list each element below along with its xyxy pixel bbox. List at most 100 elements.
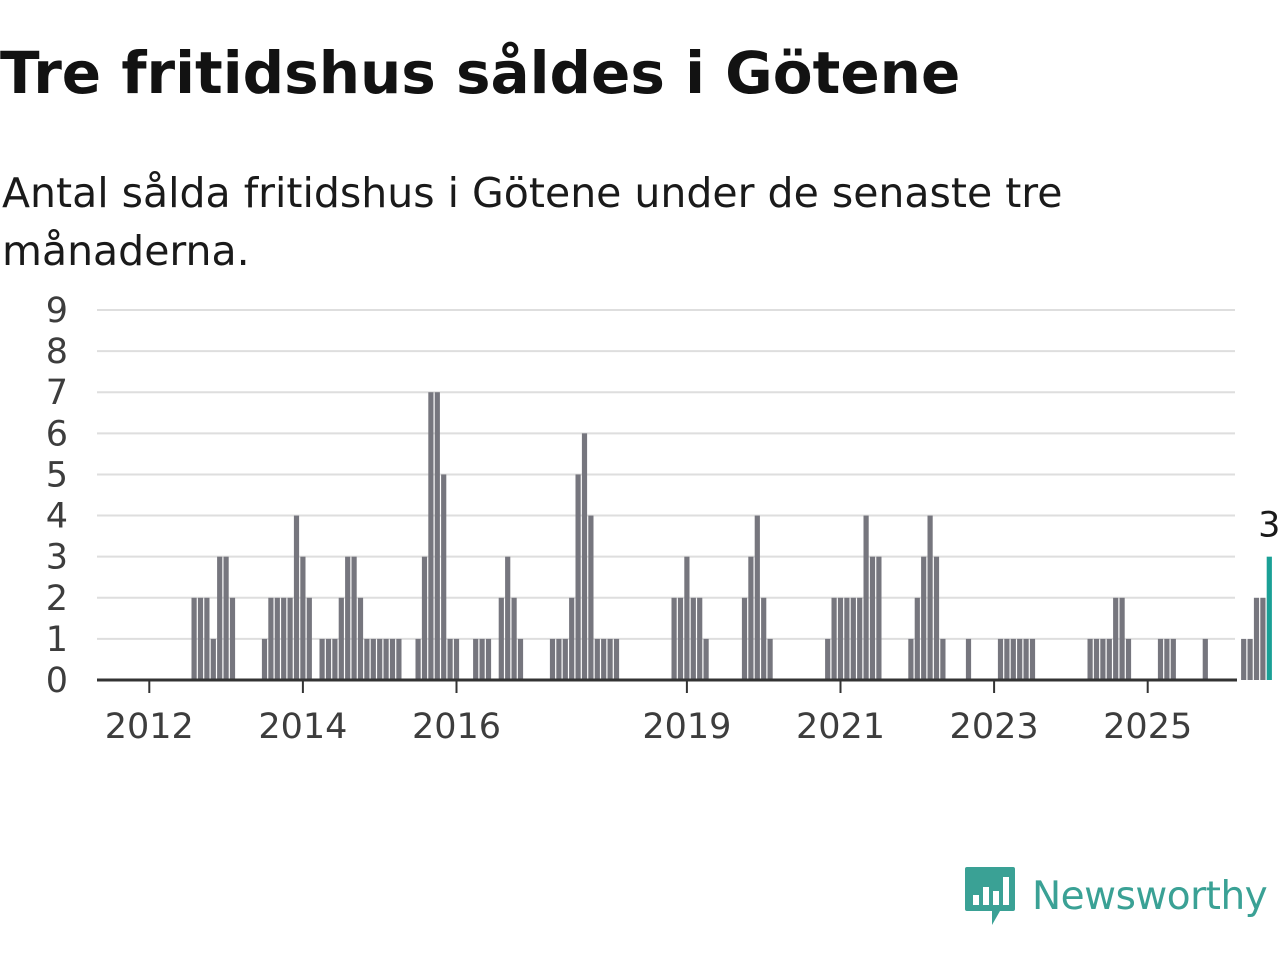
bar xyxy=(1010,638,1016,680)
bar xyxy=(1119,597,1125,680)
bar xyxy=(1164,638,1170,680)
x-tick-label: 2012 xyxy=(105,707,194,747)
bar xyxy=(332,638,338,680)
bar xyxy=(754,515,760,680)
bar xyxy=(601,638,607,680)
bar xyxy=(428,392,434,680)
bar xyxy=(921,556,927,680)
y-tick-label: 0 xyxy=(46,661,68,701)
x-tick-label: 2025 xyxy=(1103,707,1192,747)
bar xyxy=(876,556,882,680)
bars xyxy=(191,392,1272,680)
chart-subtitle: Antal sålda fritidshus i Götene under de… xyxy=(2,169,1063,275)
bar xyxy=(485,638,492,680)
bar xyxy=(1093,638,1100,680)
bar xyxy=(319,638,325,680)
bar xyxy=(191,597,197,680)
bar xyxy=(556,638,562,680)
bar xyxy=(345,556,351,680)
bar xyxy=(204,597,210,680)
chart-title: Tre fritidshus såldes i Götene xyxy=(0,39,961,107)
bar xyxy=(1100,638,1106,680)
bar xyxy=(613,638,620,680)
bar xyxy=(505,556,511,680)
bar xyxy=(965,638,972,680)
bar xyxy=(210,638,216,680)
bar xyxy=(748,556,754,680)
y-tick-label: 4 xyxy=(46,497,68,537)
bar xyxy=(697,597,703,680)
x-tick-label: 2023 xyxy=(950,707,1039,747)
newsworthy-logo: Newsworthy xyxy=(964,864,1268,928)
bar xyxy=(287,597,293,680)
bar xyxy=(569,597,575,680)
bar xyxy=(1087,638,1093,680)
bar xyxy=(453,638,460,680)
bar xyxy=(767,638,773,680)
bar xyxy=(473,638,479,680)
bar xyxy=(933,556,940,680)
bar xyxy=(1202,638,1208,680)
bar xyxy=(844,597,850,680)
x-tick-label: 2016 xyxy=(412,707,501,747)
bar xyxy=(857,597,863,680)
bar xyxy=(268,597,274,680)
bar xyxy=(1004,638,1010,680)
bar xyxy=(1106,638,1112,680)
bar xyxy=(197,597,204,680)
bar xyxy=(1017,638,1023,680)
bar xyxy=(325,638,332,680)
bar xyxy=(357,597,364,680)
bar xyxy=(761,597,767,680)
bar xyxy=(300,556,306,680)
bar xyxy=(421,556,428,680)
bar xyxy=(703,638,709,680)
bar xyxy=(908,638,914,680)
y-tick-label: 1 xyxy=(46,620,68,660)
bar xyxy=(351,556,357,680)
bar xyxy=(415,638,421,680)
bar xyxy=(441,474,447,680)
bar xyxy=(1241,638,1247,680)
x-tick-label: 2021 xyxy=(796,707,885,747)
bar xyxy=(831,597,837,680)
bar xyxy=(306,597,312,680)
y-tick-label: 2 xyxy=(46,579,68,619)
bar xyxy=(434,392,440,680)
bar xyxy=(1023,638,1029,680)
bar xyxy=(562,638,568,680)
bar xyxy=(1247,638,1253,680)
bar xyxy=(684,556,690,680)
bar xyxy=(914,597,920,680)
bar xyxy=(1113,597,1119,680)
y-tick-label: 7 xyxy=(46,373,68,413)
bar xyxy=(850,597,856,680)
bar xyxy=(863,515,869,680)
bar xyxy=(229,597,236,680)
bar xyxy=(1157,638,1164,680)
bar xyxy=(1029,638,1036,680)
bar xyxy=(447,638,453,680)
brand-name: Newsworthy xyxy=(1032,873,1268,919)
bar xyxy=(1260,597,1266,680)
x-tick-label: 2014 xyxy=(258,707,347,747)
bar xyxy=(671,597,677,680)
bar xyxy=(741,597,748,680)
y-tick-label: 6 xyxy=(46,414,68,454)
bar xyxy=(594,638,600,680)
bar xyxy=(479,638,485,680)
bar xyxy=(575,474,581,680)
bar xyxy=(338,597,344,680)
bar xyxy=(927,515,933,680)
gridlines xyxy=(97,309,1235,640)
bar xyxy=(677,597,684,680)
bar xyxy=(261,638,268,680)
bar xyxy=(1125,638,1132,680)
x-axis-ticks: 2012 2014 2016 2019 2021 2023 2025 xyxy=(105,680,1192,747)
y-tick-label: 8 xyxy=(46,332,68,372)
y-tick-label: 5 xyxy=(46,455,68,495)
bar xyxy=(498,597,504,680)
data-label-last: 3 xyxy=(1258,506,1280,546)
bar xyxy=(690,597,696,680)
